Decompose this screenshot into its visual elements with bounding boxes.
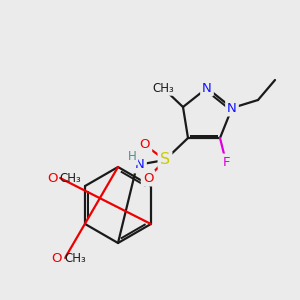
Text: O: O — [140, 139, 150, 152]
Text: N: N — [202, 82, 212, 94]
Text: F: F — [222, 155, 230, 169]
Text: H: H — [128, 151, 136, 164]
Text: N: N — [227, 101, 237, 115]
Text: N: N — [135, 158, 145, 172]
Text: O: O — [52, 251, 62, 265]
Text: CH₃: CH₃ — [152, 82, 174, 94]
Text: S: S — [160, 152, 170, 167]
Text: CH₃: CH₃ — [64, 251, 86, 265]
Text: CH₃: CH₃ — [59, 172, 81, 184]
Text: O: O — [47, 172, 57, 184]
Text: O: O — [143, 172, 153, 184]
